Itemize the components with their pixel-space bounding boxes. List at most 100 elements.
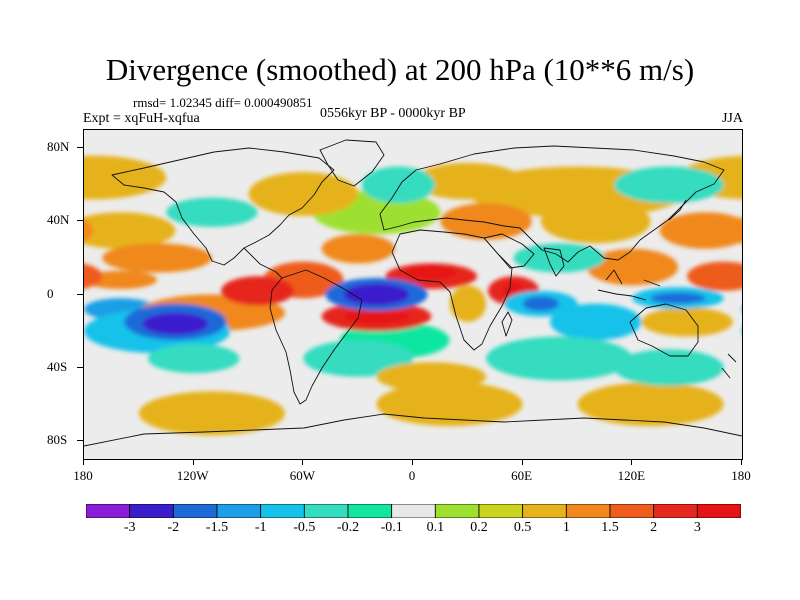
x-axis-label: 60E [511, 468, 533, 483]
contour-blob-10 [440, 203, 532, 240]
contour-blob-5 [166, 197, 258, 227]
coastline-greenland [319, 139, 385, 187]
x-axis-label: 120E [617, 468, 646, 483]
x-tick [412, 459, 413, 465]
x-tick [521, 459, 523, 465]
contour-blob-37 [405, 265, 457, 280]
x-axis-label: 180 [731, 468, 751, 483]
coastline-indonesia [597, 269, 661, 301]
contour-blob-4 [614, 166, 724, 204]
colorbar-label: 0.1 [426, 520, 445, 535]
contour-blob-32 [614, 349, 724, 386]
colorbar-swatch-1 [129, 504, 174, 518]
contour-blob-45 [522, 296, 560, 311]
coastline-africa [391, 229, 513, 351]
x-axis-label: 0 [408, 468, 416, 483]
contour-blob-41 [343, 283, 410, 306]
contour-blob-16 [84, 263, 103, 289]
x-axis-label: 180 [73, 468, 93, 483]
colorbar-label: 3 [693, 520, 701, 535]
contour-blob-29 [486, 336, 633, 381]
coastline-australia [629, 303, 699, 357]
colorbar-label: -0.1 [380, 520, 403, 535]
y-axis-label: 80S [47, 431, 68, 447]
colorbar-swatch-14 [696, 504, 741, 518]
contour-blob-13 [321, 234, 395, 264]
x-tick [192, 459, 194, 465]
x-axis-label: 120W [176, 468, 209, 483]
y-tick [77, 220, 83, 222]
x-tick [741, 459, 742, 465]
coastline-japan [668, 199, 687, 221]
contour-blob-24 [577, 382, 724, 427]
y-tick [77, 439, 83, 441]
contour-blob-15 [84, 270, 158, 290]
colorbar-swatch-8 [434, 504, 480, 518]
coastline-eurasia [379, 145, 725, 263]
colorbar-label: 1 [562, 520, 570, 535]
coastline-arabia [483, 233, 535, 269]
contour-blob-30 [147, 343, 240, 374]
map-panel [83, 129, 743, 460]
contour-blob-27 [550, 303, 642, 341]
colorbar-label: -2 [167, 520, 180, 535]
colorbar-swatch-3 [216, 504, 262, 518]
colorbar-label: 1.5 [601, 520, 619, 535]
divergence-map [84, 130, 742, 459]
colorbar-swatch-2 [172, 504, 218, 518]
colorbar-label: -1 [254, 520, 267, 535]
colorbar-label: -0.5 [293, 520, 316, 535]
colorbar-swatch-5 [303, 504, 349, 518]
colorbar-swatch-0 [86, 504, 131, 518]
coastline-india [543, 247, 565, 277]
colorbar-swatch-13 [653, 504, 698, 518]
colorbar-swatch-12 [609, 504, 655, 518]
colorbar-label: 0.5 [513, 520, 532, 535]
y-axis-label: 40S [47, 358, 68, 374]
contour-blob-6 [84, 212, 176, 249]
colorbar-label: 2 [650, 520, 658, 535]
contour-blob-48 [449, 285, 487, 322]
colorbar-swatch-7 [391, 504, 436, 518]
y-axis-label: 80N [47, 139, 70, 155]
colorbar-swatch-6 [347, 504, 393, 518]
contour-blob-11 [540, 199, 651, 244]
colorbar-label: -0.2 [336, 520, 360, 535]
contour-blob-16 [687, 261, 742, 291]
y-axis-label: 40N [47, 212, 70, 228]
contour-blob-22 [138, 391, 286, 436]
season-label: JJA [721, 111, 743, 126]
colorbar-label: -3 [123, 520, 136, 535]
colorbar-swatch-4 [260, 504, 305, 518]
plot-title: Divergence (smoothed) at 200 hPa (10**6 … [105, 52, 695, 87]
colorbar [86, 504, 741, 518]
y-tick [77, 147, 83, 149]
contour-blob-23 [376, 382, 523, 427]
period-label: 0556kyr BP - 0000kyr BP [320, 106, 466, 121]
coastline-antarctica [84, 413, 742, 447]
contour-blob-12 [102, 243, 212, 273]
coastline-north-america [111, 147, 335, 266]
coastline-layer [84, 139, 742, 447]
colorbar-swatch-9 [478, 504, 524, 518]
coastline-new-zealand [721, 353, 737, 379]
contour-blob-8 [248, 172, 359, 216]
x-tick [631, 459, 633, 465]
y-tick [77, 366, 83, 368]
contour-blob-34 [142, 312, 209, 335]
stats-text: rmsd= 1.02345 diff= 0.000490851 [133, 95, 313, 110]
contour-fill-layer [84, 155, 742, 436]
contour-blob-35 [221, 276, 295, 306]
contour-blob-39 [343, 309, 410, 324]
coastline-madagascar [501, 311, 513, 337]
x-axis-label: 60W [289, 468, 315, 483]
contour-blob-7 [659, 212, 742, 249]
y-tick [77, 293, 83, 295]
contour-blob-20 [641, 307, 733, 337]
colorbar-label: -1.5 [205, 520, 229, 535]
colorbar-label: 0.2 [470, 520, 488, 535]
contour-blob-31 [376, 362, 487, 392]
x-tick [83, 459, 84, 465]
y-axis-label: 0 [47, 285, 54, 301]
contour-blob-7 [84, 219, 94, 242]
